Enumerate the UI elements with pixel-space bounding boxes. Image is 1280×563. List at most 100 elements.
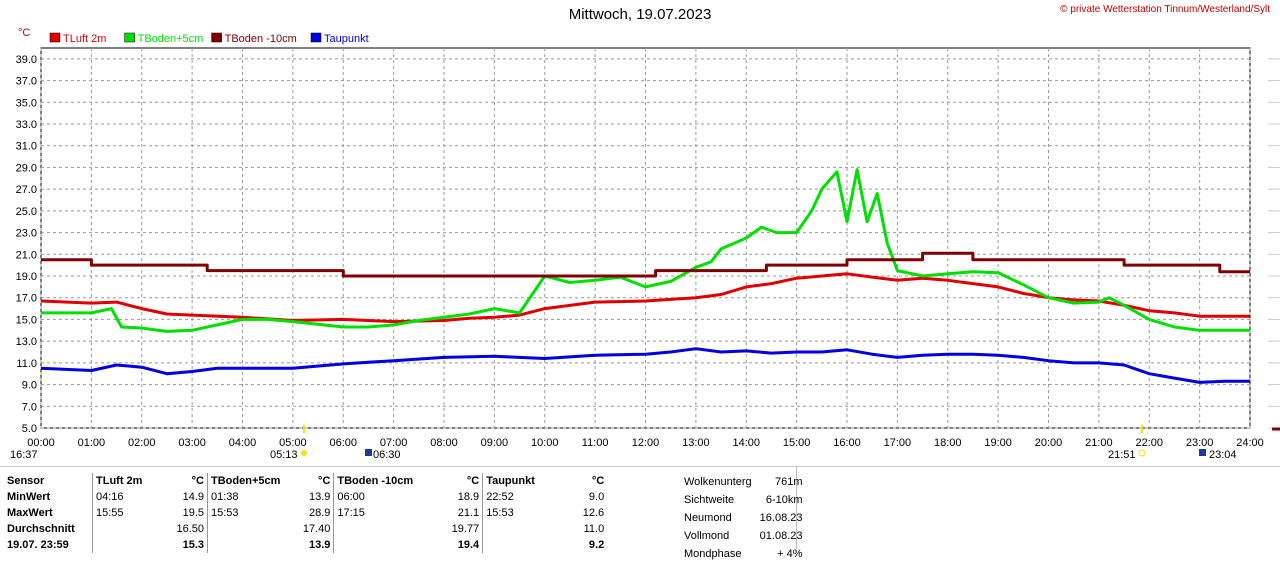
stats-cell: 15:55 (92, 505, 151, 521)
stats-cell: 01:38 (207, 489, 284, 505)
x-tick-label: 03:00 (178, 437, 206, 449)
x-tick-label: 01:00 (78, 437, 106, 449)
stats-cell: MaxWert (7, 507, 53, 519)
stats-cell: 11.0 (583, 523, 605, 535)
grid (40, 47, 1280, 429)
y-tick-label: 21.0 (16, 249, 37, 261)
stats-cell: TBoden -10cm (333, 473, 417, 489)
y-tick-label: 19.0 (16, 271, 37, 283)
stats-cell: 19.4 (457, 539, 480, 551)
info-row: Neumond 16.08.23 (680, 509, 807, 527)
info-label: Vollmond (684, 530, 730, 542)
series-group (40, 168, 1250, 384)
y-tick-label: 5.0 (22, 423, 37, 435)
series-line-tboden10 (41, 251, 1250, 278)
sunrise-icon (301, 450, 307, 456)
legend-label-taupunkt: Taupunkt (324, 33, 369, 45)
x-tick-label: 12:00 (632, 437, 660, 449)
legend-swatch-tboden5 (124, 32, 135, 43)
stats-cell (333, 537, 417, 553)
x-tick-label: 05:00 (279, 437, 307, 449)
x-tick-label: 17:00 (884, 437, 912, 449)
series-line-taupunkt (40, 347, 1250, 384)
stats-cell (207, 521, 284, 537)
info-row: Vollmond 01.08.23 (680, 527, 807, 545)
x-tick-label: 13:00 (682, 437, 710, 449)
stats-cell: °C (191, 475, 204, 487)
stats-cell: 22:52 (482, 489, 542, 505)
stats-cell: 19.07. 23:59 (7, 539, 69, 551)
info-label: Mondphase (684, 548, 742, 560)
stats-cell: °C (318, 475, 331, 487)
sunset-icon (1138, 449, 1146, 457)
stats-cell: 17.40 (302, 523, 331, 535)
stats-cell: Sensor (7, 475, 45, 487)
stats-cell: 12.6 (582, 507, 605, 519)
info-value: + 4% (777, 548, 803, 560)
moonrise-label: 06:30 (373, 449, 401, 461)
stats-row: Durchschnitt 16.50 17.40 19.77 11.0 (4, 521, 607, 537)
stats-cell: 9.0 (588, 491, 605, 503)
x-tick-label: 06:00 (329, 437, 357, 449)
x-tick-label: 04:00 (229, 437, 257, 449)
stats-cell: 15.3 (182, 539, 204, 551)
x-tick-label: 23:00 (1186, 437, 1214, 449)
moonrise-icon (365, 449, 372, 456)
stats-cell: °C (466, 475, 480, 487)
y-tick-label: 27.0 (16, 184, 37, 196)
stats-cell (92, 537, 151, 553)
stats-cell: 18.9 (457, 491, 480, 503)
stats-cell: 13.9 (308, 491, 331, 503)
moonset-label: 23:04 (1209, 449, 1237, 461)
stats-cell: 19.5 (182, 507, 204, 519)
stats-cell: 13.9 (308, 539, 331, 551)
stats-cell: 19.77 (451, 523, 480, 535)
y-tick-label: 25.0 (16, 206, 37, 218)
y-tick-label: 29.0 (16, 162, 37, 174)
stats-cell: 04:16 (92, 489, 151, 505)
x-tick-label: 02:00 (128, 437, 156, 449)
stats-cell: 14.9 (182, 491, 204, 503)
y-tick-label: 15.0 (16, 314, 37, 326)
sunrise-label: 05:13 (270, 449, 298, 461)
stats-cell: TBoden+5cm (207, 473, 284, 489)
info-table: Wolkenunterg 761m Sichtweite 6-10km Neumond 1… (680, 473, 807, 563)
y-tick-label: 35.0 (16, 97, 37, 109)
info-value: 01.08.23 (759, 530, 803, 542)
y-tick-label: 17.0 (16, 293, 37, 305)
legend-label-tboden5: TBoden+5cm (138, 33, 204, 45)
stats-cell: Taupunkt (482, 473, 542, 489)
x-tick-label: 08:00 (430, 437, 458, 449)
stats-cell: Durchschnitt (7, 523, 75, 535)
stats-row: 19.07. 23:59 15.3 13.9 19.4 9.2 (4, 537, 607, 553)
legend-label-tboden10: TBoden -10cm (225, 33, 297, 45)
stats-cell (207, 537, 284, 553)
astro-markers: 16:37 05:13 06:30 21:51 23:04 (10, 425, 1237, 461)
y-tick-label: 9.0 (22, 380, 37, 392)
stats-cell (92, 521, 151, 537)
x-tick-label: 20:00 (1035, 437, 1063, 449)
x-tick-label: 15:00 (783, 437, 811, 449)
x-tick-label: 07:00 (380, 437, 408, 449)
y-tick-label: 33.0 (16, 119, 37, 131)
x-axis: 00:00 01:00 02:00 03:00 04:00 05:00 06:00 07:00… (27, 437, 1264, 449)
x-tick-label: 19:00 (984, 437, 1012, 449)
stats-cell: 21.1 (457, 507, 480, 519)
info-label: Neumond (684, 512, 732, 524)
x-tick-label: 14:00 (732, 437, 760, 449)
stats-cell: TLuft 2m (92, 473, 151, 489)
legend-swatch-tluft (49, 32, 61, 43)
legend-swatch-tboden10 (211, 32, 222, 43)
last-time-label: 16:37 (10, 449, 38, 461)
legend: TLuft 2m TBoden+5cm TBoden -10cm Taupunkt (49, 32, 369, 45)
sunset-label: 21:51 (1108, 449, 1136, 461)
info-row: Sichtweite 6-10km (680, 491, 807, 509)
y-tick-label: 13.0 (16, 336, 37, 348)
x-tick-label: 24:00 (1236, 437, 1264, 449)
y-tick-label: 39.0 (16, 54, 37, 66)
page-title: Mittwoch, 19.07.2023 (568, 6, 712, 23)
stats-cell: 16.50 (176, 523, 204, 535)
x-tick-label: 00:00 (27, 437, 55, 449)
y-tick-label: 31.0 (16, 141, 37, 153)
info-label: Sichtweite (684, 494, 735, 506)
